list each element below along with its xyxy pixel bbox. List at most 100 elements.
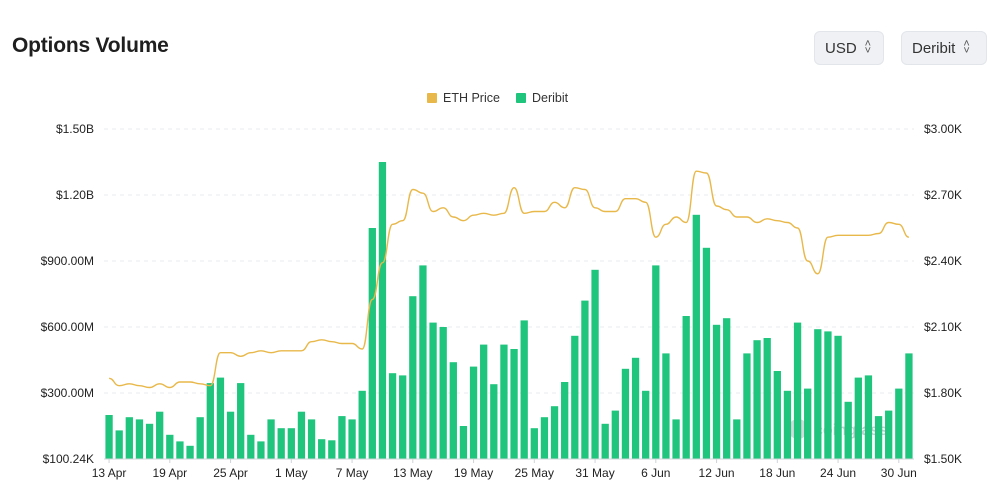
deribit-bar [115,430,123,459]
page-title: Options Volume [12,34,169,57]
legend-item[interactable]: Deribit [516,91,569,105]
currency-select-value: USD [825,39,857,57]
currency-select[interactable]: USD ˄ ˅ [814,31,884,65]
deribit-bar [328,440,336,459]
legend-swatch [427,93,437,103]
exchange-select-value: Deribit [912,39,956,57]
x-tick-label: 19 May [454,466,493,480]
y-right-tick-label: $2.10K [924,320,962,334]
deribit-bar [642,390,650,459]
x-tick-label: 25 May [515,466,554,480]
deribit-bar [166,434,174,459]
y-right-tick-label: $2.40K [924,254,962,268]
x-tick-label: 30 Jun [881,466,917,480]
y-left-tick-label: $1.50B [56,122,94,136]
deribit-bar [348,419,356,459]
deribit-bar [662,353,670,459]
deribit-bar [652,265,660,459]
deribit-bar [368,228,376,459]
y-left-tick-label: $1.20B [56,188,94,202]
deribit-bar [176,441,184,459]
deribit-bar [773,371,781,459]
deribit-bar [135,419,144,459]
deribit-bar [702,247,711,459]
y-left-tick-label: $100.24K [43,452,94,466]
deribit-bar [439,327,447,459]
deribit-bar [631,357,640,459]
y-right-tick-label: $1.80K [924,386,962,400]
deribit-bar [743,353,751,459]
deribit-bar [692,214,700,459]
deribit-bar [844,401,852,459]
deribit-bar [682,316,690,459]
deribit-bar [307,419,316,459]
deribit-bar [226,411,235,459]
deribit-bar [905,353,913,459]
deribit-bar [733,419,741,459]
deribit-bar [520,320,528,459]
deribit-bar [864,375,873,459]
deribit-bar [550,406,559,459]
deribit-bar [591,269,599,459]
deribit-bars [105,162,913,459]
x-tick-label: 13 May [393,466,432,480]
deribit-bar [216,377,225,459]
deribit-bar [712,324,721,459]
deribit-bar [793,322,802,459]
deribit-bar [409,296,417,459]
y-left-tick-label: $300.00M [41,386,94,400]
deribit-bar [885,410,893,459]
deribit-bar [378,162,387,459]
legend-swatch [516,93,526,103]
deribit-bar [611,410,619,459]
deribit-bar [186,445,194,459]
deribit-bar [672,419,680,459]
x-tick-label: 19 Apr [152,466,187,480]
legend-label: Deribit [532,91,569,105]
deribit-bar [338,416,346,459]
chevron-up-down-icon: ˄ ˅ [963,38,970,57]
deribit-bar [399,375,407,459]
legend-label: ETH Price [443,91,500,105]
deribit-bar [874,416,883,459]
x-tick-label: 13 Apr [92,466,127,480]
deribit-bar [196,417,204,459]
x-tick-label: 31 May [575,466,614,480]
eth-price-line [108,170,910,389]
deribit-bar [125,417,133,459]
y-right-tick-label: $3.00K [924,122,962,136]
deribit-bar [500,344,508,459]
deribit-bar [419,265,427,459]
deribit-bar [824,331,832,459]
deribit-bar [388,373,397,459]
legend-item[interactable]: ETH Price [427,91,500,105]
deribit-bar [318,439,326,459]
deribit-bar [358,390,366,459]
exchange-select[interactable]: Deribit ˄ ˅ [901,31,987,65]
deribit-bar [459,426,468,459]
deribit-bar [237,383,245,459]
deribit-bar [429,322,437,459]
deribit-bar [267,419,275,459]
deribit-bar [490,384,498,459]
deribit-bar [561,382,569,459]
y-right-tick-label: $2.70K [924,188,962,202]
deribit-bar [530,428,538,459]
deribit-bar [540,417,549,459]
deribit-bar [287,428,295,459]
x-tick-label: 18 Jun [759,466,795,480]
deribit-bar [247,434,255,459]
deribit-bar [156,411,164,459]
deribit-bar [510,349,518,459]
deribit-bar [723,318,731,459]
deribit-bar [834,335,842,459]
deribit-bar [105,415,113,459]
deribit-bar [895,388,903,459]
deribit-bar [621,368,630,459]
eth-price-line-group [108,170,910,389]
x-tick-label: 7 May [336,466,369,480]
y-left-tick-label: $900.00M [41,254,94,268]
deribit-bar [753,340,761,459]
x-tick-label: 25 Apr [213,466,248,480]
